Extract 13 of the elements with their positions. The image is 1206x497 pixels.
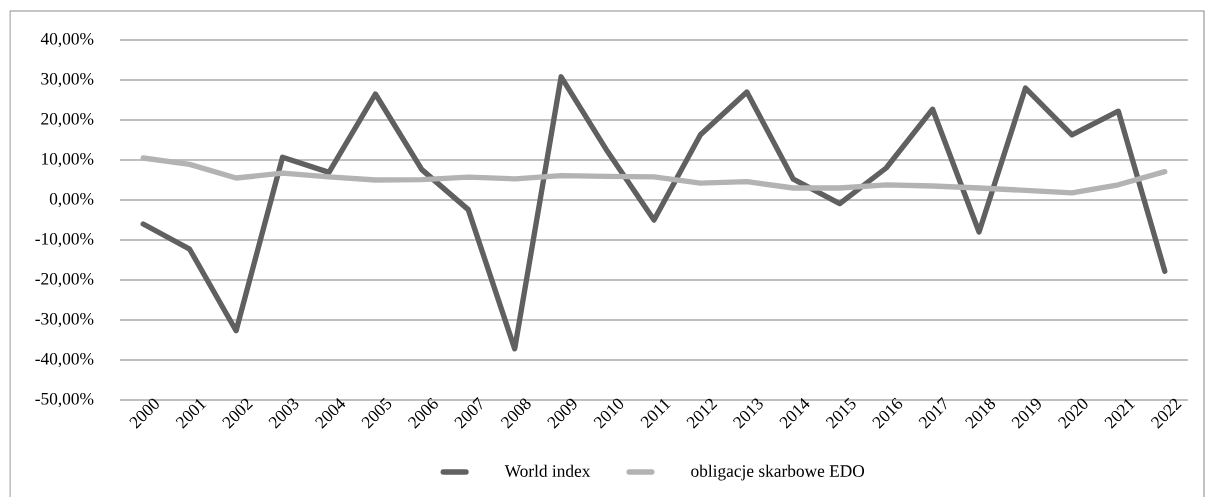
- y-tick-label: -50,00%: [35, 392, 94, 408]
- y-tick-label: -40,00%: [35, 352, 94, 368]
- x-tick-label: 2011: [640, 399, 671, 429]
- y-tick-label: 10,00%: [42, 152, 94, 168]
- y-tick-label: -20,00%: [35, 272, 94, 288]
- legend-label: obligacje skarbowe EDO: [691, 464, 865, 481]
- y-tick-label: -10,00%: [35, 232, 94, 248]
- y-tick-label: 0,00%: [49, 192, 94, 208]
- y-tick-label: 20,00%: [41, 112, 94, 128]
- legend-label: World index: [504, 464, 591, 477]
- y-tick-label: 40,00%: [40, 32, 94, 48]
- y-tick-label: 30,00%: [41, 72, 94, 88]
- y-tick-label: -30,00%: [35, 312, 94, 328]
